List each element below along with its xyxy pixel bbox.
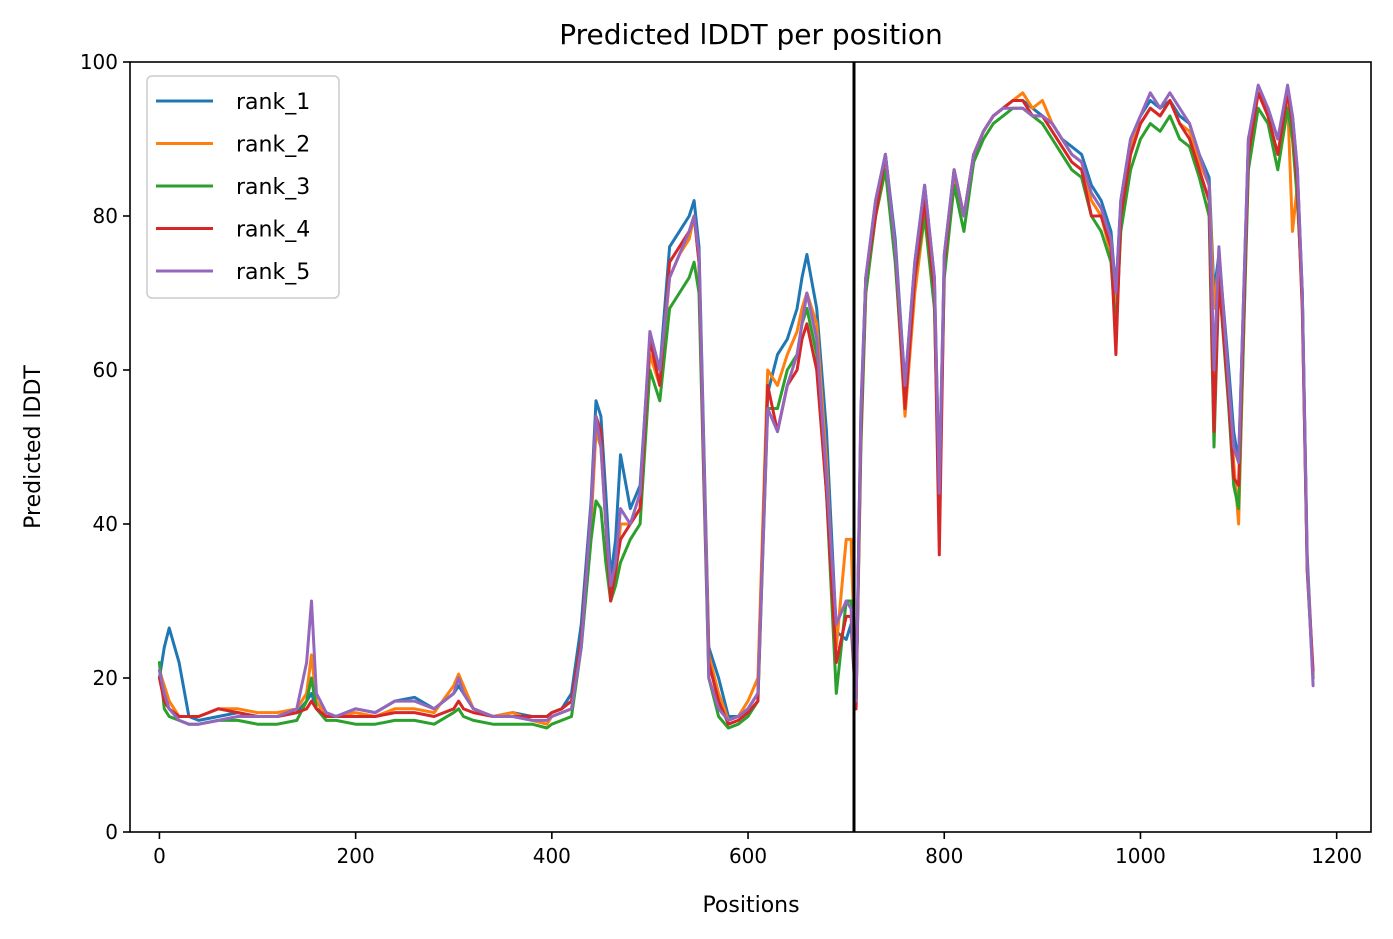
series-line-rank_5	[157, 83, 1315, 726]
y-tick-label: 80	[93, 204, 118, 228]
x-tick-label: 0	[153, 844, 166, 868]
y-axis: 0 20 40 60 80 100	[80, 50, 130, 844]
plot-frame	[129, 61, 1372, 833]
legend-label-rank_1: rank_1	[236, 90, 310, 115]
x-tick-label: 1200	[1311, 844, 1362, 868]
plot-area	[129, 61, 1372, 833]
x-tick-label: 800	[925, 844, 963, 868]
x-tick-label: 200	[337, 844, 375, 868]
x-axis-label: Positions	[702, 893, 799, 918]
y-tick-label: 100	[80, 50, 118, 74]
y-tick-label: 60	[93, 358, 118, 382]
series-group	[157, 83, 1315, 730]
legend-label-rank_4: rank_4	[236, 218, 310, 243]
legend: rank_1 rank_2 rank_3 rank_4 rank_5	[146, 75, 340, 299]
legend-label-rank_5: rank_5	[236, 260, 310, 285]
x-tick-label: 1000	[1115, 844, 1166, 868]
y-axis-label: Predicted lDDT	[21, 365, 46, 529]
series-line-rank_4	[157, 91, 1315, 726]
legend-box	[146, 75, 340, 299]
x-tick-label: 400	[533, 844, 571, 868]
y-tick-label: 40	[93, 512, 118, 536]
legend-label-rank_2: rank_2	[236, 133, 310, 158]
x-tick-label: 600	[729, 844, 767, 868]
x-axis: 0 200 400 600 800 1000 1200	[153, 832, 1362, 868]
chart-title: Predicted lDDT per position	[559, 18, 943, 51]
legend-label-rank_3: rank_3	[236, 175, 310, 200]
y-tick-label: 0	[105, 820, 118, 844]
y-tick-label: 20	[93, 666, 118, 690]
